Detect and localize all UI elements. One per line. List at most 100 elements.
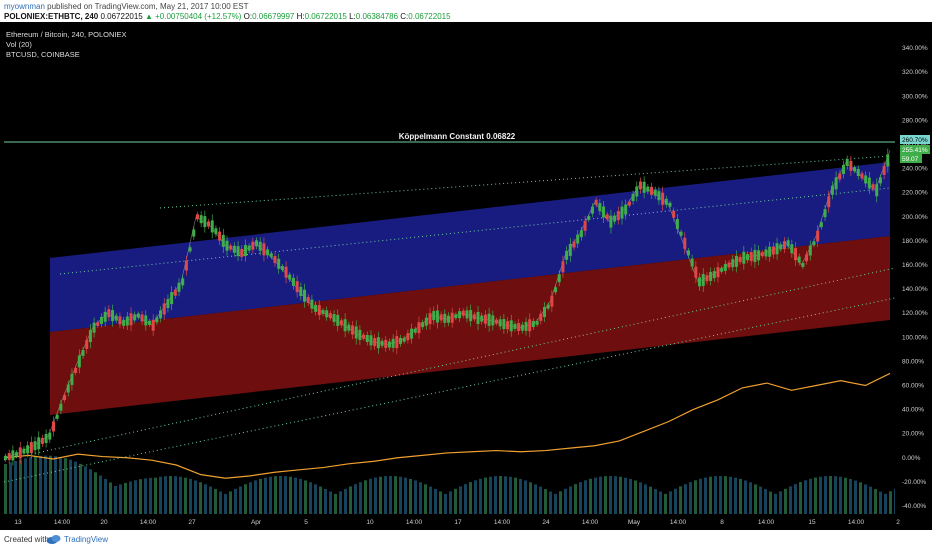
high-value: 0.06722015 xyxy=(304,12,347,21)
author-link[interactable]: myownman xyxy=(4,2,45,11)
y-tick-label: 220.00% xyxy=(902,190,928,197)
btc-series-line xyxy=(3,372,891,479)
y-axis: 340.00%320.00%300.00%280.00%260.00%240.0… xyxy=(895,22,932,530)
x-tick-label: 17 xyxy=(454,519,462,526)
candle-body xyxy=(502,319,506,330)
candle-body xyxy=(491,315,495,326)
x-tick-label: 14:00 xyxy=(758,519,775,526)
volume-bar xyxy=(64,458,67,514)
candle-body xyxy=(284,266,288,278)
volume-bar xyxy=(864,484,867,514)
volume-bar xyxy=(269,476,272,514)
candle-body xyxy=(291,277,295,286)
candle-body xyxy=(280,266,284,270)
candle-body xyxy=(775,243,779,255)
y-tick-label: 240.00% xyxy=(902,166,928,173)
legend-compare[interactable]: BTCUSD, COINBASE xyxy=(6,50,80,59)
candle-body xyxy=(88,330,92,343)
candle-body xyxy=(871,184,875,190)
candle-body xyxy=(424,317,428,326)
candle-body xyxy=(683,237,687,249)
volume-bar xyxy=(124,482,127,514)
volume-bar xyxy=(454,488,457,514)
candle-body xyxy=(129,313,133,326)
volume-bar xyxy=(879,491,882,514)
high-label: H: xyxy=(296,12,305,21)
volume-bar xyxy=(164,476,167,514)
candle-body xyxy=(635,186,639,197)
candle-body xyxy=(587,215,591,220)
volume-bar xyxy=(199,482,202,514)
candle-body xyxy=(458,311,462,319)
candle-body xyxy=(480,315,484,322)
candle-body xyxy=(653,189,657,196)
volume-label: 59.07 xyxy=(902,156,919,163)
volume-bar xyxy=(804,480,807,514)
volume-bar xyxy=(764,489,767,514)
symbol-label[interactable]: POLONIEX:ETHBTC, 240 xyxy=(4,12,99,21)
volume-bar xyxy=(299,478,302,514)
volume-bar xyxy=(374,477,377,514)
candle-body xyxy=(598,203,602,212)
candle-body xyxy=(310,299,314,309)
candle-body xyxy=(7,453,11,461)
candle-body xyxy=(506,321,510,330)
legend-main[interactable]: Ethereum / Bitcoin, 240, POLONIEX xyxy=(6,30,127,39)
price-labels: 260.70% 255.41% 59.07 xyxy=(900,135,930,163)
candle-body xyxy=(531,321,535,328)
volume-bar xyxy=(4,464,7,514)
candle-body xyxy=(151,319,155,331)
candle-body xyxy=(332,314,336,323)
volume-bar xyxy=(569,486,572,514)
candle-body xyxy=(343,319,347,332)
candle-body xyxy=(81,349,85,356)
candle-body xyxy=(528,319,532,332)
candle-body xyxy=(661,192,665,205)
volume-bar xyxy=(414,480,417,514)
volume-bar xyxy=(399,476,402,514)
legend-volume[interactable]: Vol (20) xyxy=(6,40,32,49)
candle-body xyxy=(432,311,436,321)
chart-area[interactable]: 340.00% 320.00% 300.00% 280.00% 260.00% 240.0… xyxy=(0,22,932,530)
candle-body xyxy=(853,167,857,172)
candle-body xyxy=(435,310,439,323)
candle-body xyxy=(188,247,192,252)
volume-bar xyxy=(689,482,692,514)
line-top-label-bg xyxy=(900,135,930,144)
volume-bar xyxy=(644,484,647,514)
volume-bar xyxy=(809,478,812,514)
x-tick-label: 14:00 xyxy=(494,519,511,526)
candle-body xyxy=(59,403,63,411)
candle-body xyxy=(22,448,26,454)
volume-bar xyxy=(219,491,222,514)
close-value: 0.06722015 xyxy=(408,12,451,21)
candle-body xyxy=(365,334,369,342)
volume-bar xyxy=(254,480,257,514)
volume-bar xyxy=(39,455,42,514)
volume-bar xyxy=(759,486,762,514)
volume-bar xyxy=(724,476,727,514)
volume-bar xyxy=(464,484,467,514)
candle-body xyxy=(572,241,576,248)
volume-bar xyxy=(834,476,837,514)
tradingview-link[interactable]: TradingView xyxy=(64,535,109,544)
y-tick-label: 300.00% xyxy=(902,93,928,100)
candle-body xyxy=(277,258,281,269)
volume-bar xyxy=(649,486,652,514)
candle-body xyxy=(731,259,735,268)
volume-bar xyxy=(519,478,522,514)
candle-body xyxy=(494,319,498,324)
candle-body xyxy=(262,243,266,256)
y-tick-label: 260.00% xyxy=(902,141,928,148)
candle-body xyxy=(657,191,661,201)
open-value: 0.06679997 xyxy=(252,12,295,21)
volume-bar xyxy=(314,484,317,514)
volume-bar xyxy=(554,493,557,514)
candle-body xyxy=(624,204,628,215)
candle-body xyxy=(162,303,166,315)
candle-body xyxy=(709,271,713,281)
volume-bar xyxy=(59,457,62,514)
candle-body xyxy=(181,278,185,286)
volume-bar xyxy=(54,456,57,514)
volume-bar xyxy=(224,493,227,514)
